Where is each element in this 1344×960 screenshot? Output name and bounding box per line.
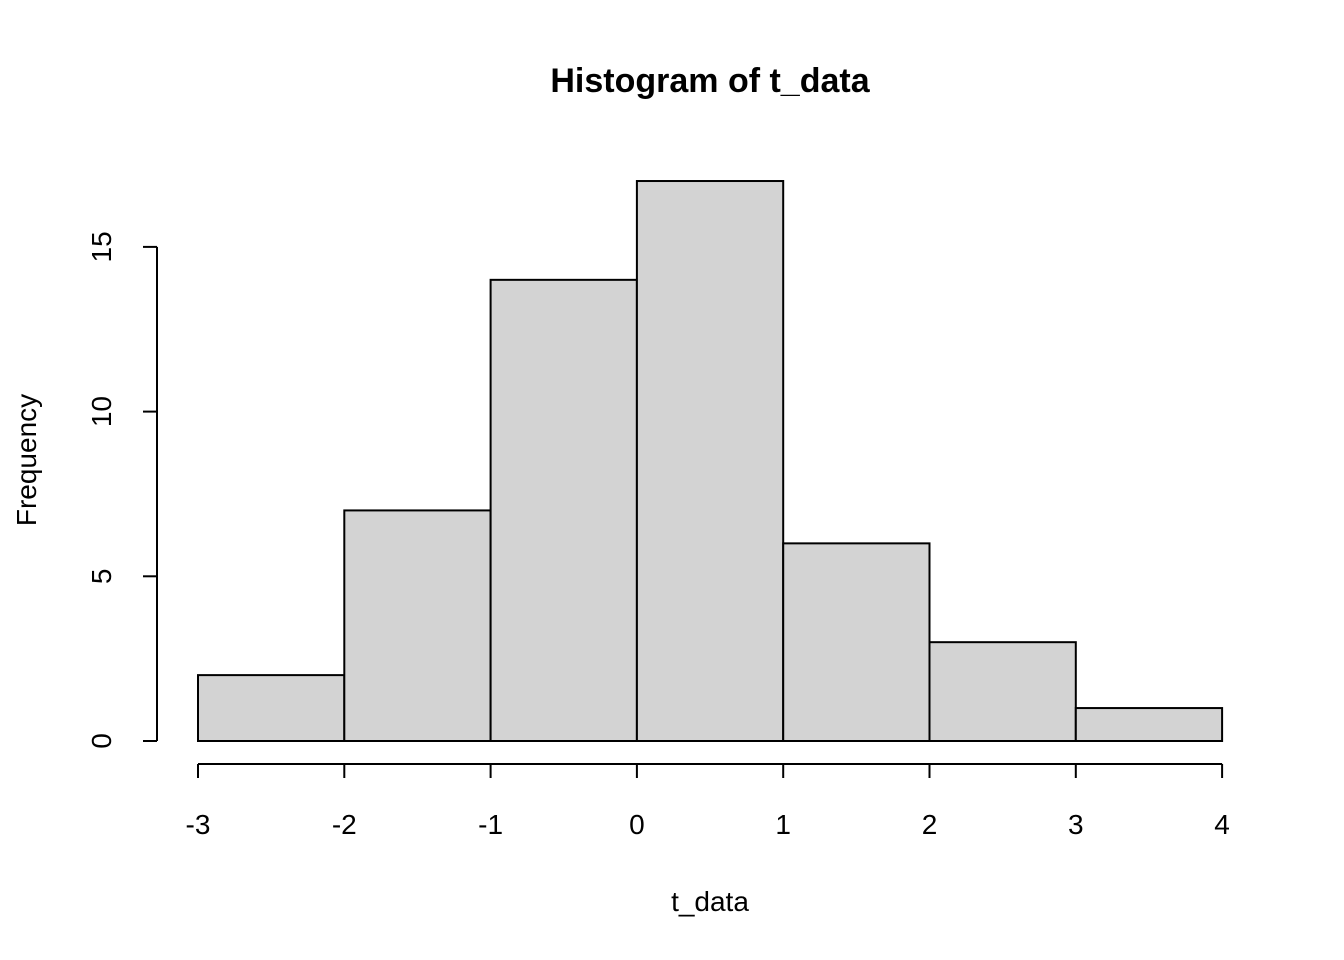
- x-tick-label: 4: [1214, 809, 1230, 840]
- y-tick-label: 0: [86, 733, 117, 749]
- x-axis: -3 -2 -1 0 1 2 3 4: [186, 763, 1230, 840]
- histogram-bar: [1074, 707, 1224, 742]
- histogram-bar: [343, 509, 492, 743]
- y-axis: 0 5 10 15: [86, 231, 158, 749]
- y-tick-label: 5: [86, 569, 117, 585]
- x-tick-label: 3: [1068, 809, 1084, 840]
- histogram-bar: [782, 542, 931, 742]
- x-tick-label: 0: [629, 809, 645, 840]
- x-tick-label: -1: [478, 809, 503, 840]
- histogram-bar: [635, 180, 785, 742]
- chart-title: Histogram of t_data: [550, 62, 870, 100]
- histogram-bar: [928, 641, 1077, 742]
- histogram-bar: [489, 278, 638, 742]
- x-tick-label: 2: [922, 809, 938, 840]
- x-tick-label: -2: [332, 809, 357, 840]
- x-tick-label: -3: [186, 809, 211, 840]
- y-tick-label: 10: [86, 396, 117, 427]
- y-axis-label: Frequency: [11, 394, 42, 526]
- histogram-bar: [197, 674, 346, 742]
- bars-group: [197, 180, 1224, 743]
- x-axis-label: t_data: [671, 886, 749, 917]
- y-tick-label: 15: [86, 231, 117, 262]
- x-tick-label: 1: [775, 809, 791, 840]
